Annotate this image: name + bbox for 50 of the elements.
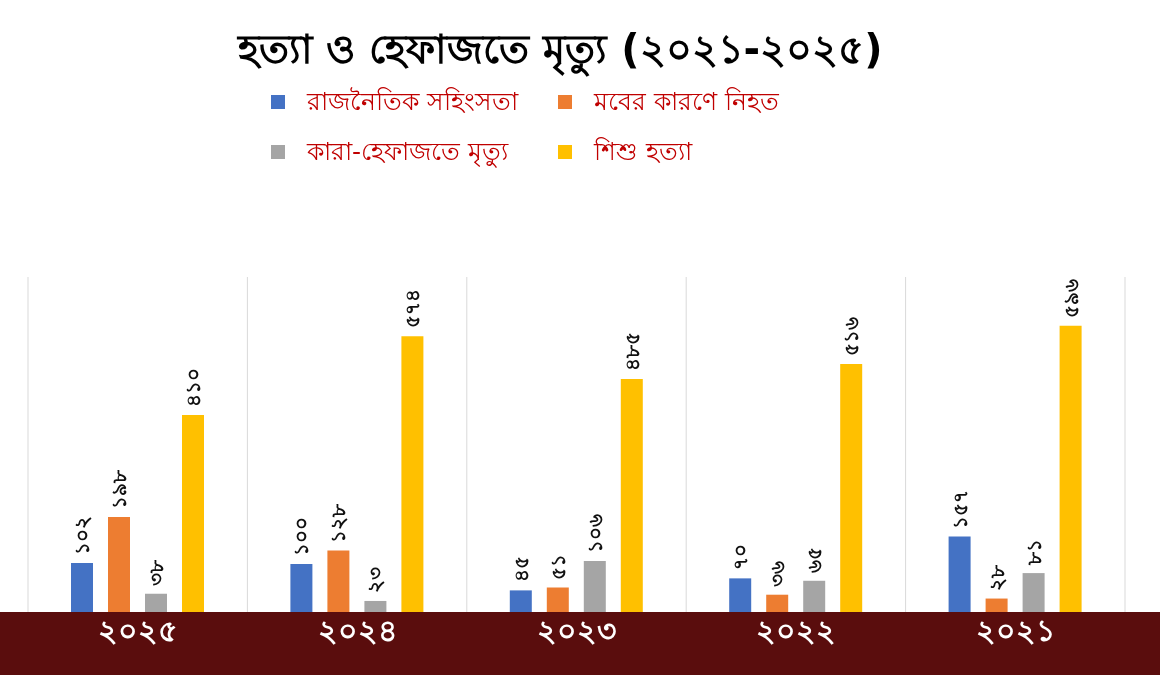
bar (108, 516, 130, 612)
data-label: ১০৬ (582, 514, 607, 554)
bar (327, 550, 350, 612)
legend-label: মবের কারণে নিহত (594, 86, 779, 118)
x-tick-label: ২০২৪ (317, 613, 397, 649)
bar (546, 587, 569, 612)
data-label: ১২৮ (326, 502, 351, 543)
data-label: ৩৬ (765, 560, 790, 587)
bar (583, 561, 606, 612)
bar (1059, 325, 1082, 612)
chart-title: হত্যা ও হেফাজতে মৃত্যু (২০২১-২০২৫) (236, 25, 884, 79)
data-label: ৮১ (1021, 539, 1046, 567)
data-label: ৫৭৪ (400, 289, 425, 329)
bar (729, 578, 752, 612)
bar (985, 598, 1008, 612)
data-label: ৫১ (545, 553, 570, 580)
data-label: ৭০ (728, 544, 753, 571)
data-label: ৪৫ (508, 556, 533, 583)
data-label: ৪৮৫ (619, 332, 644, 371)
legend-label: কারা-হেফাজতে মৃত্যু (307, 136, 509, 168)
data-label: ৫১৬ (839, 317, 864, 357)
data-label: ২৮ (984, 563, 1009, 591)
legend-label: শিশু হত্যা (594, 136, 692, 168)
bar (401, 336, 424, 612)
data-label: ১০২ (70, 516, 94, 555)
bar (290, 563, 313, 612)
bar (145, 593, 167, 612)
bar (509, 590, 532, 612)
bar (803, 580, 826, 612)
bar (182, 415, 204, 612)
legend-label: রাজনৈতিক সহিংসতা (307, 86, 519, 118)
bar (1022, 573, 1045, 612)
data-label: ৬৫ (802, 546, 827, 573)
data-label: ৪১০ (181, 368, 205, 408)
x-tick-label: ২০২১ (975, 613, 1055, 649)
x-tick-label: ২০২৩ (536, 613, 617, 649)
bar (364, 600, 387, 612)
data-label: ৩৮ (144, 558, 168, 586)
data-label: ১৯৮ (107, 468, 131, 509)
bar (766, 594, 789, 612)
bar (620, 379, 643, 612)
data-label: ১৫৭ (947, 489, 972, 529)
bar (948, 536, 971, 612)
bar (71, 563, 93, 612)
x-tick-label: ২০২২ (755, 613, 836, 649)
data-label: ২৩ (363, 566, 388, 593)
data-label: ৫৯৬ (1058, 278, 1083, 318)
x-tick-label: ২০২৫ (98, 613, 178, 649)
bar (840, 364, 863, 612)
data-label: ১০০ (289, 516, 314, 556)
